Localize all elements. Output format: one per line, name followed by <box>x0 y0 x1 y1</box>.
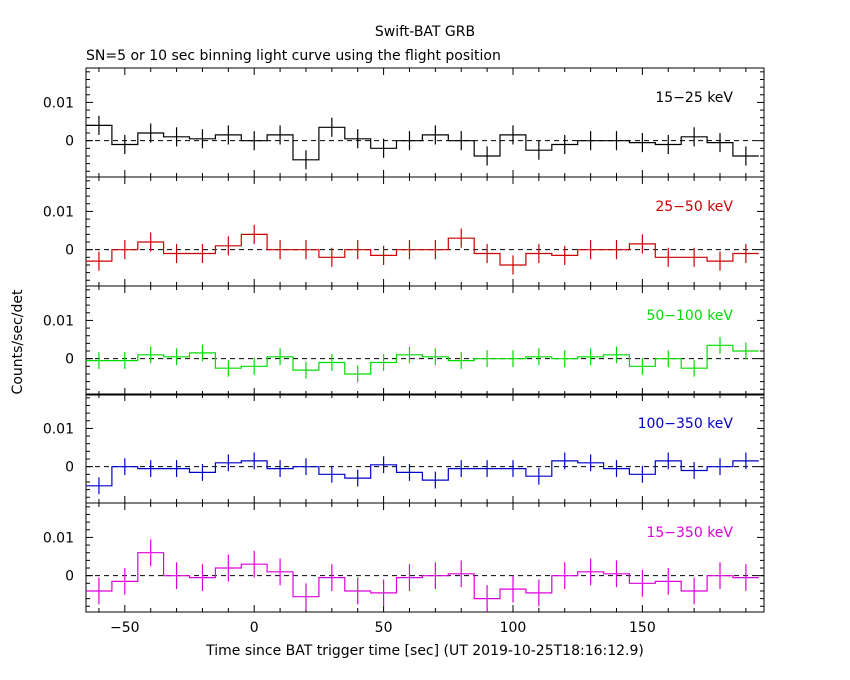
panel-frame <box>85 285 765 396</box>
series-step-line <box>86 460 759 487</box>
y-tick-label: 0.01 <box>43 204 74 220</box>
x-axis-label: Time since BAT trigger time [sec] (UT 20… <box>205 643 644 659</box>
panel-frame <box>85 502 765 613</box>
x-tick-label: 100 <box>500 620 527 636</box>
y-tick-label: 0 <box>65 243 74 259</box>
series-step-line <box>86 124 759 161</box>
panels-group: 0 0.01 15−25 keV 0 0.01 25−50 keV 0 0.01 50−100 … <box>43 67 765 636</box>
series-step-line <box>86 344 759 375</box>
panel: 0 0.01 100−350 keV <box>43 393 765 504</box>
panel: 0 0.01 15−350 keV −50 0 50 100 150 <box>43 502 765 636</box>
series-step-line <box>86 233 759 266</box>
chart-title: Swift-BAT GRB <box>375 24 475 40</box>
y-tick-label: 0.01 <box>43 421 74 437</box>
y-tick-label: 0.01 <box>43 95 74 111</box>
series-label: 100−350 keV <box>638 416 734 432</box>
panel-frame <box>85 176 765 287</box>
series-label: 25−50 keV <box>655 199 733 215</box>
x-tick-label: 50 <box>375 620 393 636</box>
y-tick-label: 0 <box>65 134 74 150</box>
panel-frame <box>85 67 765 178</box>
panel: 0 0.01 15−25 keV <box>43 67 765 178</box>
y-axis-label: Counts/sec/det <box>10 289 26 394</box>
y-tick-label: 0 <box>65 460 74 476</box>
y-tick-label: 0 <box>65 352 74 368</box>
y-tick-label: 0 <box>65 569 74 585</box>
x-tick-label: 150 <box>629 620 656 636</box>
y-tick-label: 0.01 <box>43 313 74 329</box>
y-tick-label: 0.01 <box>43 530 74 546</box>
panel: 0 0.01 50−100 keV <box>43 285 765 396</box>
x-tick-label: 0 <box>250 620 259 636</box>
panel-frame <box>85 393 765 504</box>
chart-subtitle: SN=5 or 10 sec binning light curve using… <box>86 48 501 64</box>
series-label: 50−100 keV <box>646 308 733 324</box>
series-label: 15−350 keV <box>646 525 733 541</box>
x-tick-label: −50 <box>110 620 140 636</box>
series-label: 15−25 keV <box>655 90 733 106</box>
panel: 0 0.01 25−50 keV <box>43 176 765 287</box>
